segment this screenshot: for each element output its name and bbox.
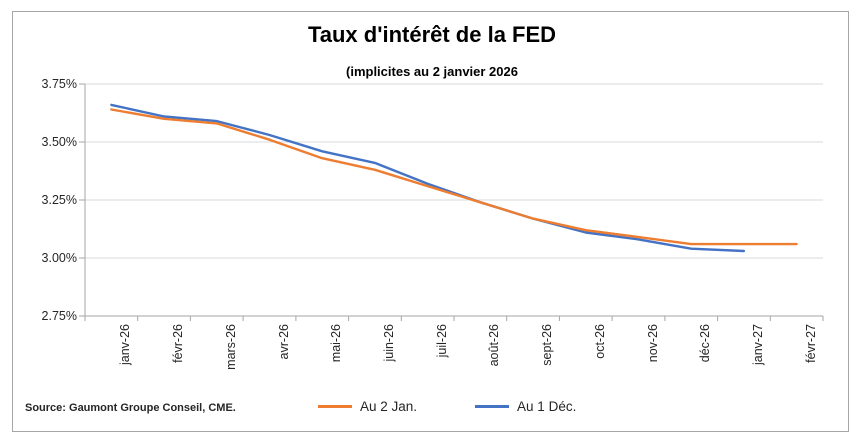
x-axis-label: févr-27: [803, 324, 818, 363]
y-axis-label: 3.25%: [41, 193, 77, 207]
series-line-au-1-d-c[interactable]: [110, 103, 746, 253]
x-axis-label: nov-26: [645, 324, 660, 363]
x-axis-label: déc-26: [698, 324, 713, 363]
x-axis-label: août-26: [487, 324, 502, 367]
x-axis-label: mai-26: [329, 324, 344, 363]
legend-line-icon: [475, 405, 510, 408]
chart-subtitle: (implicites au 2 janvier 2026: [346, 64, 518, 79]
legend-item-au-2-jan[interactable]: Au 2 Jan.: [318, 399, 417, 414]
y-axis-label: 2.75%: [41, 309, 77, 323]
figure-border: [12, 11, 849, 432]
chart-title: Taux d'intérêt de la FED: [307, 22, 557, 47]
x-axis-label: juin-26: [381, 324, 396, 362]
y-axis-label: 3.50%: [41, 135, 77, 149]
x-axis-label: févr-26: [171, 324, 186, 363]
x-axis-label: oct-26: [592, 324, 607, 359]
y-axis-label: 3.75%: [41, 77, 77, 91]
x-axis-label: avr-26: [276, 324, 291, 360]
series-line-au-2-jan[interactable]: [110, 108, 798, 246]
x-axis-label: sept-26: [540, 324, 555, 366]
y-axis-label: 3.00%: [41, 251, 77, 265]
legend-line-icon: [318, 405, 352, 408]
x-axis-label: janv-27: [750, 324, 765, 365]
legend: Au 2 Jan. Au 1 Déc.: [318, 399, 576, 414]
legend-label: Au 2 Jan.: [360, 399, 418, 414]
x-axis-label: mars-26: [223, 324, 238, 370]
x-axis-label: janv-26: [118, 324, 133, 365]
source-note: Source: Gaumont Groupe Conseil, CME.: [25, 402, 236, 414]
legend-label: Au 1 Déc.: [517, 399, 577, 414]
x-axis-label: juil-26: [434, 324, 449, 358]
legend-item-au-1-d-c[interactable]: Au 1 Déc.: [475, 399, 576, 414]
